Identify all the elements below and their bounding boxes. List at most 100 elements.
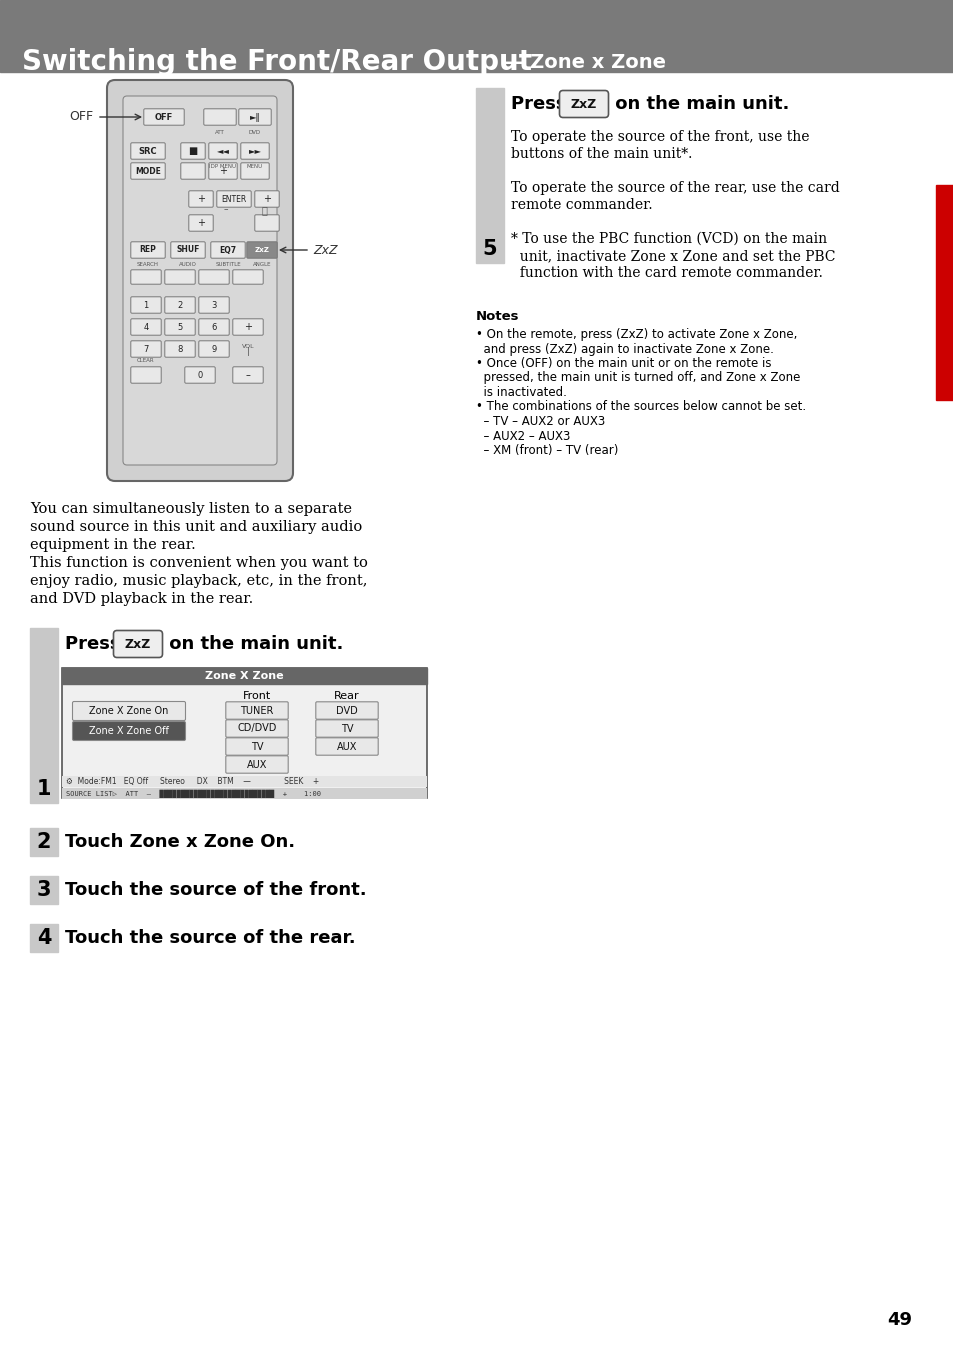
Text: Press: Press bbox=[65, 635, 127, 652]
Text: 4: 4 bbox=[37, 927, 51, 948]
Bar bbox=[30, 828, 58, 856]
Text: DVD: DVD bbox=[249, 129, 261, 135]
Text: on the main unit.: on the main unit. bbox=[163, 635, 343, 652]
FancyBboxPatch shape bbox=[216, 191, 251, 208]
Text: 3: 3 bbox=[37, 880, 51, 900]
Bar bbox=[476, 88, 503, 263]
Text: 1: 1 bbox=[37, 779, 51, 799]
Text: –: – bbox=[224, 205, 228, 214]
FancyBboxPatch shape bbox=[181, 163, 205, 179]
FancyBboxPatch shape bbox=[144, 109, 184, 125]
Text: DVD: DVD bbox=[335, 705, 357, 716]
FancyBboxPatch shape bbox=[233, 318, 263, 336]
FancyBboxPatch shape bbox=[113, 631, 162, 658]
FancyBboxPatch shape bbox=[131, 270, 161, 284]
Text: on the main unit.: on the main unit. bbox=[608, 94, 788, 113]
Text: OFF: OFF bbox=[154, 112, 172, 121]
Text: MENU: MENU bbox=[247, 163, 263, 168]
FancyBboxPatch shape bbox=[254, 191, 279, 208]
Text: – TV – AUX2 or AUX3: – TV – AUX2 or AUX3 bbox=[476, 415, 604, 429]
Bar bbox=[30, 876, 58, 905]
FancyBboxPatch shape bbox=[209, 143, 237, 159]
Text: 3: 3 bbox=[212, 301, 216, 310]
FancyBboxPatch shape bbox=[123, 96, 276, 465]
Text: 5: 5 bbox=[177, 322, 182, 332]
Text: Press: Press bbox=[511, 94, 572, 113]
FancyBboxPatch shape bbox=[185, 367, 215, 383]
FancyBboxPatch shape bbox=[181, 143, 205, 159]
Text: You can simultaneously listen to a separate: You can simultaneously listen to a separ… bbox=[30, 501, 352, 516]
Text: CLEAR: CLEAR bbox=[137, 357, 154, 363]
FancyBboxPatch shape bbox=[198, 341, 229, 357]
FancyBboxPatch shape bbox=[189, 191, 213, 208]
Text: To operate the source of the rear, use the card: To operate the source of the rear, use t… bbox=[511, 181, 839, 195]
Text: Touch the source of the rear.: Touch the source of the rear. bbox=[65, 929, 355, 948]
FancyBboxPatch shape bbox=[211, 241, 245, 259]
FancyBboxPatch shape bbox=[198, 297, 229, 313]
Text: ⌒: ⌒ bbox=[261, 205, 267, 214]
Text: 6: 6 bbox=[212, 322, 216, 332]
FancyBboxPatch shape bbox=[171, 241, 205, 259]
Text: 2: 2 bbox=[37, 832, 51, 852]
Text: ATT: ATT bbox=[214, 129, 225, 135]
FancyBboxPatch shape bbox=[226, 737, 288, 755]
Text: remote commander.: remote commander. bbox=[511, 198, 652, 212]
Bar bbox=[62, 789, 427, 799]
Text: 5: 5 bbox=[482, 239, 497, 259]
Text: Notes: Notes bbox=[476, 310, 519, 324]
Text: Touch the source of the front.: Touch the source of the front. bbox=[65, 882, 366, 899]
Text: ZxZ: ZxZ bbox=[254, 247, 269, 253]
Text: ENTER: ENTER bbox=[221, 194, 247, 204]
Text: sound source in this unit and auxiliary audio: sound source in this unit and auxiliary … bbox=[30, 520, 362, 534]
Text: Zone X Zone On: Zone X Zone On bbox=[90, 706, 169, 716]
Text: +: + bbox=[219, 166, 227, 177]
FancyBboxPatch shape bbox=[131, 341, 161, 357]
Text: CD/DVD: CD/DVD bbox=[237, 724, 276, 733]
FancyBboxPatch shape bbox=[165, 297, 195, 313]
Text: TV: TV bbox=[251, 741, 263, 751]
FancyBboxPatch shape bbox=[254, 214, 279, 232]
Text: ZxZ: ZxZ bbox=[125, 638, 151, 651]
FancyBboxPatch shape bbox=[240, 163, 269, 179]
Text: VOL: VOL bbox=[241, 344, 254, 349]
Bar bbox=[935, 185, 953, 400]
FancyBboxPatch shape bbox=[131, 297, 161, 313]
Text: 9: 9 bbox=[212, 345, 216, 353]
Text: Switching the Front/Rear Output: Switching the Front/Rear Output bbox=[22, 49, 532, 75]
Text: – AUX2 – AUX3: – AUX2 – AUX3 bbox=[476, 430, 570, 442]
FancyBboxPatch shape bbox=[131, 143, 165, 159]
FancyBboxPatch shape bbox=[238, 109, 271, 125]
Text: Zone X Zone: Zone X Zone bbox=[205, 671, 283, 681]
Text: REP: REP bbox=[139, 245, 156, 255]
Text: +: + bbox=[263, 194, 271, 204]
FancyBboxPatch shape bbox=[131, 163, 165, 179]
Text: +: + bbox=[196, 194, 205, 204]
Bar bbox=[30, 628, 58, 803]
FancyBboxPatch shape bbox=[226, 720, 288, 737]
Text: Touch Zone x Zone On.: Touch Zone x Zone On. bbox=[65, 833, 294, 851]
Text: • The combinations of the sources below cannot be set.: • The combinations of the sources below … bbox=[476, 400, 805, 414]
FancyBboxPatch shape bbox=[198, 318, 229, 336]
Text: 7: 7 bbox=[143, 345, 149, 353]
FancyBboxPatch shape bbox=[165, 318, 195, 336]
Text: ◄◄: ◄◄ bbox=[216, 147, 230, 155]
FancyBboxPatch shape bbox=[204, 109, 236, 125]
Text: – XM (front) – TV (rear): – XM (front) – TV (rear) bbox=[476, 443, 618, 457]
FancyBboxPatch shape bbox=[165, 270, 195, 284]
Text: 2: 2 bbox=[177, 301, 182, 310]
Bar bbox=[62, 669, 427, 683]
Text: 49: 49 bbox=[886, 1312, 911, 1329]
Text: Front: Front bbox=[243, 692, 271, 701]
Bar bbox=[30, 923, 58, 952]
FancyBboxPatch shape bbox=[558, 90, 608, 117]
Text: — Zone x Zone: — Zone x Zone bbox=[503, 53, 665, 71]
FancyBboxPatch shape bbox=[131, 367, 161, 383]
Bar bbox=[62, 669, 427, 798]
Text: equipment in the rear.: equipment in the rear. bbox=[30, 538, 195, 551]
Text: 0: 0 bbox=[197, 371, 202, 380]
Text: ZxZ: ZxZ bbox=[313, 244, 337, 256]
FancyBboxPatch shape bbox=[131, 318, 161, 336]
Text: OFF: OFF bbox=[69, 111, 92, 124]
Text: +: + bbox=[196, 218, 205, 228]
Text: AUX: AUX bbox=[336, 741, 356, 751]
